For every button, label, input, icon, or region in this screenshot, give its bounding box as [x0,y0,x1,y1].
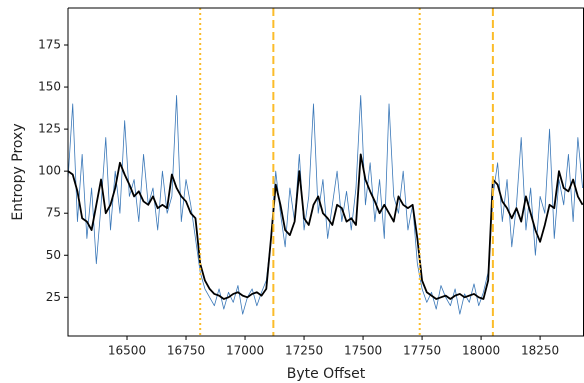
x-tick-label: 16500 [108,344,146,358]
x-tick-label: 16750 [167,344,205,358]
x-tick-label: 17000 [226,344,264,358]
y-tick-label: 100 [38,164,61,178]
x-tick-label: 18000 [462,344,500,358]
x-axis-label: Byte Offset [287,366,366,382]
y-tick-label: 75 [46,206,61,220]
y-axis-label: Entropy Proxy [10,123,26,220]
x-tick-label: 17750 [403,344,441,358]
plot-area [68,8,584,336]
y-tick-label: 150 [38,80,61,94]
x-tick-label: 18250 [521,344,559,358]
y-tick-label: 175 [38,38,61,52]
series-line [68,95,583,315]
y-tick-label: 50 [46,248,61,262]
series-line [68,153,584,300]
y-tick-label: 125 [38,122,61,136]
x-tick-label: 17500 [344,344,382,358]
x-tick-label: 17250 [285,344,323,358]
y-tick-label: 25 [46,290,61,304]
